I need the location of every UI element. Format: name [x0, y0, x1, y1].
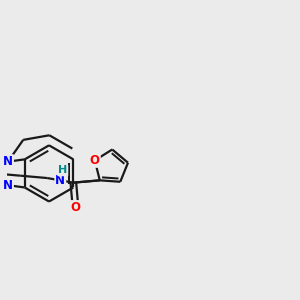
Text: N: N: [3, 179, 13, 192]
Text: O: O: [70, 201, 80, 214]
Text: N: N: [55, 174, 65, 187]
Text: H: H: [58, 165, 68, 176]
Text: N: N: [3, 155, 13, 168]
Text: O: O: [90, 154, 100, 167]
